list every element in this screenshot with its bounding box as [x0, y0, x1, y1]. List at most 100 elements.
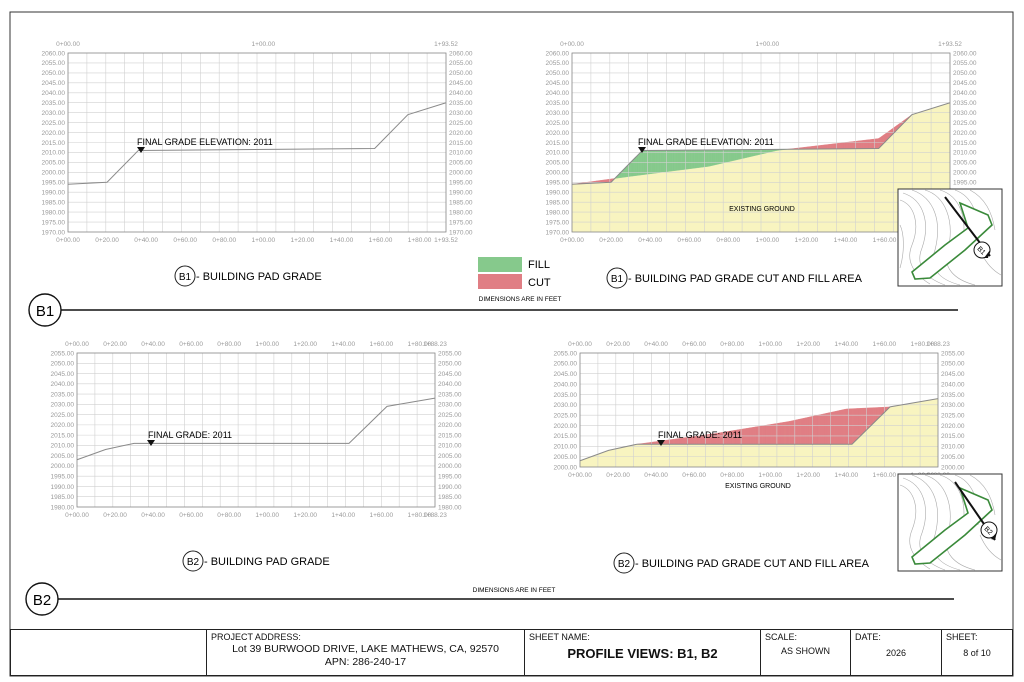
- x-tick-label-top: 0+00.00: [568, 341, 592, 348]
- y-tick-label-left: 2055.00: [546, 60, 570, 67]
- cut-slice: [817, 414, 821, 445]
- cut-slice: [857, 140, 860, 149]
- x-tick-label-bottom: 1+40.00: [331, 512, 355, 519]
- y-tick-label-left: 2030.00: [546, 110, 570, 117]
- x-tick-label-top: 1+40.00: [331, 341, 355, 348]
- y-tick-label-right: 2055.00: [941, 350, 965, 357]
- x-tick-label-top: 1+60.00: [872, 341, 896, 348]
- y-tick-label-right: 2020.00: [953, 130, 977, 137]
- x-tick-label-top: 0+40.00: [644, 341, 668, 348]
- fill-legend-swatch: [478, 257, 522, 272]
- x-tick-label-top: 1+93.52: [938, 41, 962, 48]
- y-tick-label-right: 2015.00: [449, 140, 473, 147]
- date-value: 2026: [885, 648, 907, 658]
- x-tick-label-bottom: 0+80.00: [217, 512, 241, 519]
- date-cell: DATE: 2026: [851, 630, 942, 675]
- fill-slice: [688, 149, 692, 170]
- cut-slice: [862, 407, 865, 435]
- fill-slice: [719, 149, 722, 165]
- cut-slice: [760, 425, 763, 445]
- x-tick-label-bottom: 0+80.00: [720, 472, 744, 479]
- fill-slice: [687, 149, 690, 170]
- fill-slice: [730, 149, 733, 162]
- y-tick-label-left: 2045.00: [42, 80, 66, 87]
- y-tick-label-left: 2035.00: [554, 392, 578, 399]
- y-tick-label-left: 1995.00: [42, 180, 66, 187]
- y-tick-label-right: 2010.00: [438, 443, 462, 450]
- y-tick-label-right: 2005.00: [438, 453, 462, 460]
- panel-frame: [67, 52, 447, 233]
- y-tick-label-right: 1970.00: [449, 229, 473, 236]
- profile-b1-building-pad-grade: 2060.00 2060.00 2055.00 2055.00 2050.00 2050.…: [42, 41, 473, 244]
- cut-slice: [864, 139, 868, 149]
- y-tick-label-right: 1995.00: [449, 180, 473, 187]
- cut-slice: [823, 144, 826, 150]
- y-tick-label-left: 2055.00: [51, 350, 75, 357]
- sheet-number-cell: SHEET: 8 of 10: [942, 630, 1012, 675]
- cut-slice: [796, 419, 799, 445]
- y-tick-label-left: 2010.00: [554, 444, 578, 451]
- cut-slice: [860, 407, 864, 436]
- cut-slice: [801, 417, 804, 445]
- y-tick-label-left: 2025.00: [546, 120, 570, 127]
- cut-slice: [830, 143, 834, 150]
- cut-slice: [825, 412, 828, 445]
- b2-left-annotation-text: FINAL GRADE: 2011: [148, 430, 232, 440]
- y-tick-label-right: 2020.00: [438, 422, 462, 429]
- x-tick-label-top: 1+88.23: [926, 341, 950, 348]
- y-tick-label-right: 2005.00: [449, 160, 473, 167]
- cut-slice: [826, 412, 830, 445]
- y-tick-label-left: 2015.00: [42, 140, 66, 147]
- y-tick-label-left: 2040.00: [51, 381, 75, 388]
- y-tick-label-left: 2030.00: [554, 402, 578, 409]
- y-tick-label-right: 2035.00: [941, 392, 965, 399]
- y-tick-label-left: 1980.00: [546, 209, 570, 216]
- cut-slice: [869, 407, 872, 428]
- x-tick-label-bottom: 1+00.00: [251, 237, 275, 244]
- y-tick-label-right: 2060.00: [953, 50, 977, 57]
- y-tick-label-left: 2025.00: [554, 412, 578, 419]
- project-apn: APN: 286-240-17: [324, 656, 407, 668]
- cut-slice: [860, 140, 864, 149]
- cut-slice: [742, 428, 745, 445]
- sheet-name-cell: SHEET NAME: PROFILE VIEWS: B1, B2: [525, 630, 761, 675]
- cut-slice: [823, 413, 826, 445]
- x-tick-label-top: 1+80.00: [408, 341, 432, 348]
- y-tick-label-right: 2030.00: [941, 402, 965, 409]
- profile-b2-building-pad-grade: 2055.00 2055.00 2050.00 2050.00 2045.00 2045.…: [51, 341, 462, 519]
- y-tick-label-right: 2040.00: [953, 90, 977, 97]
- cut-slice: [769, 424, 772, 445]
- x-tick-label-bottom: 1+60.00: [369, 512, 393, 519]
- y-tick-label-left: 1985.00: [42, 199, 66, 206]
- y-tick-label-right: 2005.00: [941, 454, 965, 461]
- x-tick-label-bottom: 1+40.00: [834, 472, 858, 479]
- y-tick-label-right: 2045.00: [941, 371, 965, 378]
- cut-slice: [665, 439, 668, 445]
- y-tick-label-right: 2000.00: [438, 463, 462, 470]
- x-tick-label-top: 1+20.00: [796, 341, 820, 348]
- x-tick-label-bottom: 0+40.00: [644, 472, 668, 479]
- x-tick-label-bottom: 0+60.00: [173, 237, 197, 244]
- b2-right-caption-badge: B2: [618, 559, 631, 570]
- y-tick-label-left: 2005.00: [554, 454, 578, 461]
- y-tick-label-left: 2020.00: [554, 423, 578, 430]
- final-grade-line: [571, 102, 951, 185]
- cut-slice: [771, 423, 774, 445]
- x-tick-label-bottom: 1+40.00: [330, 237, 354, 244]
- y-tick-label-left: 2040.00: [42, 90, 66, 97]
- x-tick-label-bottom: 1+00.00: [255, 512, 279, 519]
- x-tick-label-top: 1+60.00: [369, 341, 393, 348]
- b1-left-annotation-text: FINAL GRADE ELEVATION: 2011: [137, 137, 273, 147]
- y-tick-label-left: 2000.00: [51, 463, 75, 470]
- y-tick-label-right: 2050.00: [953, 70, 977, 77]
- panel-frame: [579, 352, 939, 468]
- y-tick-label-left: 1970.00: [546, 229, 570, 236]
- x-tick-label-bottom: 0+80.00: [212, 237, 236, 244]
- b2-right-caption-text: - BUILDING PAD GRADE CUT AND FILL AREA: [635, 558, 870, 570]
- y-tick-label-right: 2050.00: [449, 70, 473, 77]
- y-tick-label-left: 2040.00: [546, 90, 570, 97]
- x-tick-label-bottom: 1+20.00: [795, 237, 819, 244]
- sheet-name: PROFILE VIEWS: B1, B2: [567, 646, 718, 661]
- fill-slice: [679, 149, 682, 171]
